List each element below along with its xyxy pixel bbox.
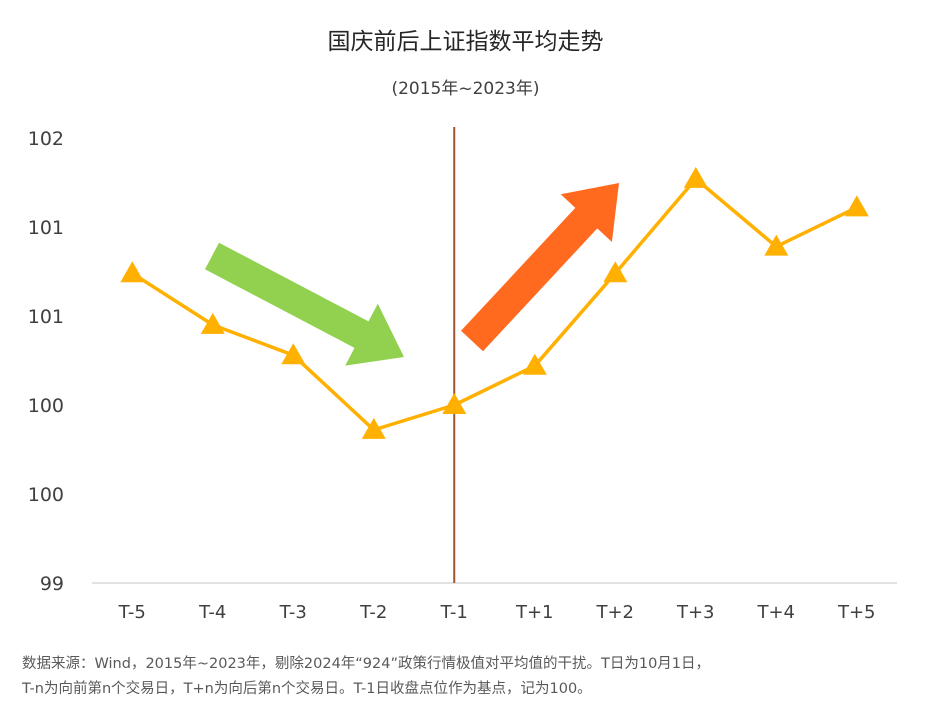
- data-point-marker: [200, 312, 225, 334]
- y-tick-label: 100: [28, 395, 64, 417]
- y-tick-label: 99: [40, 573, 64, 595]
- data-point-marker: [120, 261, 145, 283]
- data-point-marker: [764, 234, 789, 256]
- y-tick-label: 101: [28, 306, 64, 328]
- footnote-line-2: T-n为向前第n个交易日，T+n为向后第n个交易日。T-1日收盘点位作为基点，记…: [22, 681, 592, 697]
- x-tick-label: T+2: [595, 602, 634, 623]
- x-tick-label: T+5: [837, 602, 876, 623]
- y-tick-label: 101: [28, 217, 64, 239]
- data-point-marker: [603, 261, 628, 283]
- x-tick-label: T+4: [756, 602, 795, 623]
- up-trend-arrow: [461, 183, 619, 352]
- trend-arrows: [205, 183, 619, 366]
- series-line: [131, 177, 858, 432]
- y-axis-ticks: 102 101 101 100 100 99: [28, 128, 64, 595]
- data-point-marker: [442, 393, 467, 414]
- footnote: 数据来源：Wind，2015年~2023年，剔除2024年“924”政策行情极值…: [22, 652, 922, 702]
- chart-subtitle: (2015年~2023年): [391, 79, 540, 99]
- x-tick-label: T-1: [440, 602, 468, 623]
- data-point-marker: [361, 417, 386, 439]
- data-point-marker: [844, 195, 869, 217]
- series-index-average: [120, 166, 869, 439]
- footnote-line-1: 数据来源：Wind，2015年~2023年，剔除2024年“924”政策行情极值…: [22, 656, 711, 672]
- x-tick-label: T-2: [359, 602, 387, 623]
- x-tick-label: T-5: [118, 602, 146, 623]
- x-axis-ticks: T-5 T-4 T-3 T-2 T-1 T+1 T+2 T+3 T+4 T+5: [118, 602, 876, 623]
- data-point-marker: [522, 353, 547, 375]
- data-point-marker: [281, 343, 306, 365]
- down-trend-arrow: [205, 242, 404, 366]
- x-tick-label: T+1: [515, 602, 554, 623]
- data-point-marker: [683, 166, 708, 188]
- x-tick-label: T+3: [676, 602, 715, 623]
- x-tick-label: T-3: [279, 602, 307, 623]
- y-tick-label: 100: [28, 484, 64, 506]
- y-tick-label: 102: [28, 128, 64, 150]
- chart-title: 国庆前后上证指数平均走势: [327, 29, 604, 55]
- x-tick-label: T-4: [198, 602, 226, 623]
